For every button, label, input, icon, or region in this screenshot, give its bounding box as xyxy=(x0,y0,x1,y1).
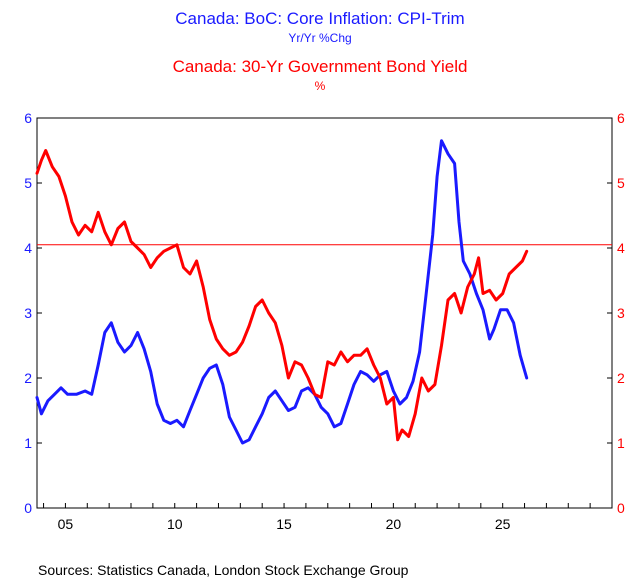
x-tick-label-2: 15 xyxy=(276,516,292,532)
y-right-tick-label-3: 3 xyxy=(617,305,625,321)
plot-frame xyxy=(36,117,613,509)
x-tick-label-0: 05 xyxy=(58,516,74,532)
y-right-tick-label-4: 4 xyxy=(617,240,625,256)
y-right-tick-label-6: 6 xyxy=(617,110,625,126)
y-right-tick-label-5: 5 xyxy=(617,175,625,191)
x-tick-label-1: 10 xyxy=(167,516,183,532)
y-left-tick-label-3: 3 xyxy=(24,305,32,321)
y-left-tick-label-6: 6 xyxy=(24,110,32,126)
chart-title-series-1: Canada: BoC: Core Inflation: CPI-Trim xyxy=(175,9,465,28)
y-left-tick-label-1: 1 xyxy=(24,435,32,451)
y-right-tick-label-2: 2 xyxy=(617,370,625,386)
y-left-tick-label-5: 5 xyxy=(24,175,32,191)
chart-units-series-1: Yr/Yr %Chg xyxy=(288,31,352,45)
series-line-1 xyxy=(35,139,529,445)
x-tick-label-4: 25 xyxy=(495,516,511,532)
chart-title-series-2: Canada: 30-Yr Government Bond Yield xyxy=(172,57,468,76)
y-right-tick-label-0: 0 xyxy=(617,500,625,516)
source-note: Sources: Statistics Canada, London Stock… xyxy=(38,562,409,578)
y-left-tick-label-2: 2 xyxy=(24,370,32,386)
y-right-tick-label-1: 1 xyxy=(617,435,625,451)
series-line-2 xyxy=(35,149,529,442)
y-left-tick-label-4: 4 xyxy=(24,240,32,256)
chart-units-series-2: % xyxy=(314,79,326,93)
y-left-tick-label-0: 0 xyxy=(24,500,32,516)
x-tick-label-3: 20 xyxy=(386,516,402,532)
